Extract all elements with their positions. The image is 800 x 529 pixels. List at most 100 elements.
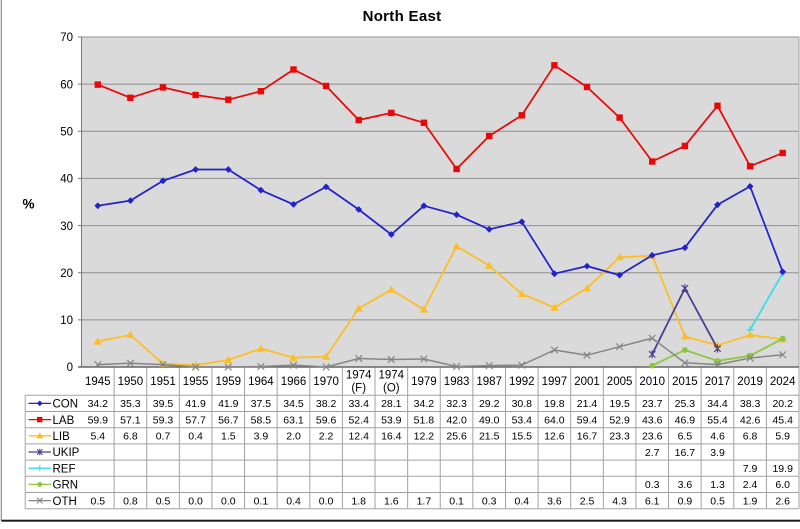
- svg-text:46.9: 46.9: [675, 414, 696, 426]
- svg-text:0.1: 0.1: [449, 495, 464, 507]
- svg-text:CON: CON: [53, 399, 79, 411]
- svg-text:40: 40: [60, 174, 73, 186]
- svg-text:1951: 1951: [150, 376, 176, 388]
- svg-text:1.9: 1.9: [743, 495, 758, 507]
- svg-text:59.9: 59.9: [88, 414, 109, 426]
- svg-text:52.4: 52.4: [348, 414, 369, 426]
- svg-text:23.7: 23.7: [642, 398, 663, 410]
- svg-text:2017: 2017: [705, 376, 731, 388]
- svg-text:25.6: 25.6: [446, 431, 467, 443]
- svg-text:34.2: 34.2: [414, 398, 435, 410]
- svg-text:0.0: 0.0: [319, 495, 334, 507]
- svg-text:0.1: 0.1: [254, 495, 269, 507]
- svg-text:59.3: 59.3: [153, 414, 174, 426]
- svg-text:34.5: 34.5: [283, 398, 304, 410]
- svg-text:6.1: 6.1: [645, 495, 660, 507]
- svg-text:3.6: 3.6: [678, 479, 693, 491]
- svg-text:1966: 1966: [281, 376, 307, 388]
- svg-text:38.3: 38.3: [740, 398, 761, 410]
- svg-text:0.0: 0.0: [188, 495, 203, 507]
- svg-text:0.4: 0.4: [188, 431, 203, 443]
- svg-text:North East: North East: [363, 8, 442, 25]
- svg-text:29.2: 29.2: [479, 398, 500, 410]
- svg-text:0.5: 0.5: [90, 495, 105, 507]
- svg-text:1964: 1964: [248, 376, 274, 388]
- svg-text:59.4: 59.4: [577, 414, 598, 426]
- svg-text:3.6: 3.6: [547, 495, 562, 507]
- svg-text:6.0: 6.0: [775, 479, 790, 491]
- svg-text:3.9: 3.9: [710, 447, 725, 459]
- svg-text:1.7: 1.7: [417, 495, 432, 507]
- svg-text:55.4: 55.4: [707, 414, 728, 426]
- svg-text:1970: 1970: [313, 376, 339, 388]
- svg-text:6.8: 6.8: [743, 431, 758, 443]
- svg-text:(O): (O): [383, 382, 400, 394]
- svg-text:52.9: 52.9: [609, 414, 630, 426]
- svg-text:(F): (F): [351, 382, 366, 394]
- svg-text:7.9: 7.9: [743, 463, 758, 475]
- svg-text:10: 10: [60, 315, 73, 327]
- svg-text:0.3: 0.3: [482, 495, 497, 507]
- svg-text:1955: 1955: [183, 376, 209, 388]
- svg-text:16.7: 16.7: [577, 431, 598, 443]
- svg-text:1983: 1983: [444, 376, 470, 388]
- svg-text:1950: 1950: [118, 376, 144, 388]
- svg-text:34.4: 34.4: [707, 398, 728, 410]
- svg-text:38.2: 38.2: [316, 398, 337, 410]
- svg-text:12.6: 12.6: [544, 431, 565, 443]
- svg-text:53.4: 53.4: [512, 414, 533, 426]
- svg-text:16.7: 16.7: [675, 447, 696, 459]
- svg-text:45.4: 45.4: [772, 414, 793, 426]
- svg-text:1959: 1959: [216, 376, 242, 388]
- svg-text:OTH: OTH: [53, 496, 77, 508]
- svg-text:1992: 1992: [509, 376, 535, 388]
- svg-text:1.5: 1.5: [221, 431, 236, 443]
- svg-text:2.7: 2.7: [645, 447, 660, 459]
- svg-text:2024: 2024: [770, 376, 796, 388]
- svg-text:GRN: GRN: [53, 480, 79, 492]
- svg-text:2015: 2015: [672, 376, 698, 388]
- svg-text:1.3: 1.3: [710, 479, 725, 491]
- svg-text:21.4: 21.4: [577, 398, 598, 410]
- svg-text:UKIP: UKIP: [53, 447, 80, 459]
- svg-text:43.6: 43.6: [642, 414, 663, 426]
- svg-text:32.3: 32.3: [446, 398, 467, 410]
- svg-text:51.8: 51.8: [414, 414, 435, 426]
- svg-text:4.6: 4.6: [710, 431, 725, 443]
- svg-text:19.9: 19.9: [772, 463, 793, 475]
- svg-text:1987: 1987: [476, 376, 502, 388]
- svg-text:57.1: 57.1: [120, 414, 141, 426]
- svg-text:0.4: 0.4: [286, 495, 301, 507]
- svg-text:0.5: 0.5: [710, 495, 725, 507]
- svg-text:12.2: 12.2: [414, 431, 435, 443]
- svg-text:2.2: 2.2: [319, 431, 334, 443]
- svg-text:25.3: 25.3: [675, 398, 696, 410]
- svg-text:1974: 1974: [346, 369, 372, 381]
- svg-text:0.5: 0.5: [156, 495, 171, 507]
- svg-text:0: 0: [67, 362, 73, 374]
- svg-text:49.0: 49.0: [479, 414, 500, 426]
- svg-text:2.4: 2.4: [743, 479, 758, 491]
- svg-text:3.9: 3.9: [254, 431, 269, 443]
- svg-text:6.5: 6.5: [678, 431, 693, 443]
- svg-text:LAB: LAB: [53, 415, 75, 427]
- svg-text:35.3: 35.3: [120, 398, 141, 410]
- svg-text:63.1: 63.1: [283, 414, 304, 426]
- svg-text:0.0: 0.0: [221, 495, 236, 507]
- svg-text:0.8: 0.8: [123, 495, 138, 507]
- svg-text:0.9: 0.9: [678, 495, 693, 507]
- svg-text:21.5: 21.5: [479, 431, 500, 443]
- svg-text:60: 60: [60, 79, 73, 91]
- svg-text:57.7: 57.7: [185, 414, 206, 426]
- svg-text:70: 70: [60, 32, 73, 44]
- svg-text:20: 20: [60, 268, 73, 280]
- svg-text:0.7: 0.7: [156, 431, 171, 443]
- svg-text:42.0: 42.0: [446, 414, 467, 426]
- svg-text:30.8: 30.8: [512, 398, 533, 410]
- svg-text:19.5: 19.5: [609, 398, 630, 410]
- svg-text:5.4: 5.4: [90, 431, 105, 443]
- svg-text:12.4: 12.4: [348, 431, 369, 443]
- svg-text:2010: 2010: [639, 376, 665, 388]
- svg-text:53.9: 53.9: [381, 414, 402, 426]
- svg-text:2001: 2001: [574, 376, 600, 388]
